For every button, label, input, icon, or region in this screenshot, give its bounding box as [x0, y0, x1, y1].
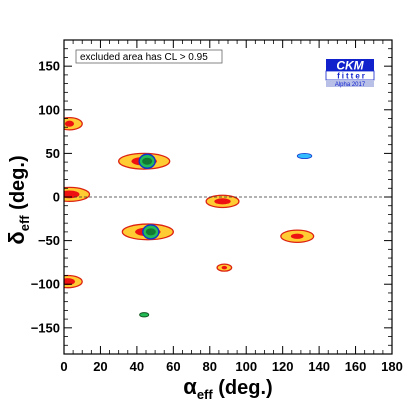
x-tick-label-6: 120	[272, 359, 294, 374]
logo-ckm-text: CKM	[336, 59, 364, 73]
y-tick-label-6: 150	[38, 59, 60, 74]
x-tick-label-0: 0	[60, 359, 67, 374]
cyan-island	[296, 152, 313, 160]
region-0	[64, 116, 83, 131]
x-axis-title-subscript: eff	[197, 387, 214, 402]
x-tick-label-2: 40	[130, 359, 144, 374]
region-1	[64, 186, 91, 203]
region-4	[121, 223, 174, 241]
x-tick-label-7: 140	[308, 359, 330, 374]
x-tick-label-8: 160	[345, 359, 367, 374]
y-tick-label-0: −150	[31, 320, 60, 335]
x-tick-label-4: 80	[203, 359, 217, 374]
region-6-inner	[290, 233, 304, 239]
y-axis-title-unit: (deg.)	[7, 155, 29, 215]
x-axis-title: αeff (deg.)	[183, 374, 272, 402]
y-tick-label-4: 50	[46, 146, 60, 161]
y-tick-label-2: −50	[38, 233, 60, 248]
region-4-green-core	[145, 228, 156, 236]
region-3	[118, 152, 171, 170]
annotation-text: excluded area has CL > 0.95	[80, 52, 208, 63]
region-2-inner	[64, 278, 75, 286]
region-7-inner	[221, 265, 228, 270]
confidence-regions	[64, 116, 315, 318]
region-7	[216, 263, 233, 272]
axis-ticks: 0 20 40 60 80 100 120 140 160 180 −150 −100 −50 0 50 10…	[31, 39, 403, 374]
region-5-inner	[214, 198, 231, 205]
x-axis-title-symbol: α	[183, 374, 197, 399]
ckmfitter-logo: CKM fitter Alpha 2017	[325, 59, 375, 88]
green-island	[139, 312, 150, 318]
region-0-inner	[64, 120, 75, 127]
region-3-green-core	[142, 157, 153, 165]
region-5	[205, 194, 240, 209]
y-axis-title: δeff (deg.)	[4, 155, 32, 244]
x-tick-label-5: 100	[235, 359, 257, 374]
y-tick-label-3: 0	[53, 190, 60, 205]
y-tick-label-5: 100	[38, 102, 60, 117]
y-tick-label-1: −100	[31, 277, 60, 292]
annotation-box	[75, 49, 223, 64]
region-1-inner	[64, 190, 80, 199]
x-tick-label-9: 180	[381, 359, 403, 374]
logo-version-text: Alpha 2017	[335, 82, 366, 88]
x-tick-label-3: 60	[166, 359, 180, 374]
x-axis-title-unit: (deg.)	[213, 377, 273, 399]
logo-fitter-text: fitter	[337, 72, 367, 81]
x-tick-label-1: 20	[93, 359, 107, 374]
y-axis-title-symbol: δ	[4, 231, 29, 244]
region-6	[280, 229, 315, 244]
y-axis-title-subscript: eff	[17, 215, 32, 232]
